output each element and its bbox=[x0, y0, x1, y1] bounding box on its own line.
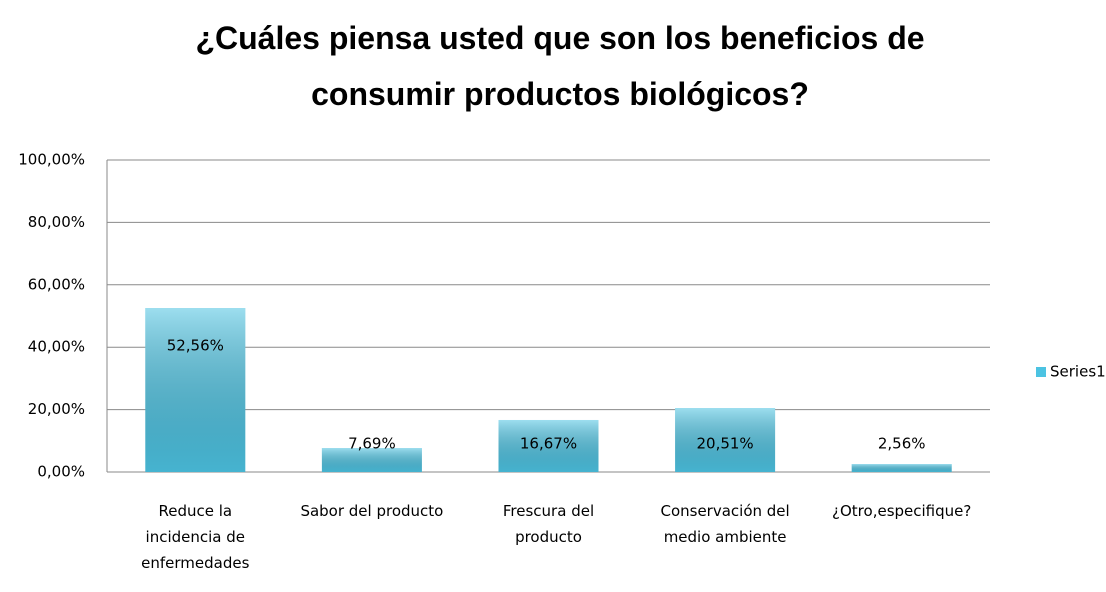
chart-title: ¿Cuáles piensa usted que son los benefic… bbox=[195, 20, 925, 112]
y-tick-label: 0,00% bbox=[37, 463, 85, 481]
data-label: 2,56% bbox=[878, 435, 926, 453]
x-tick-label: Frescura del producto bbox=[502, 502, 595, 546]
x-tick-label: Sabor del producto bbox=[300, 502, 444, 520]
data-label: 7,69% bbox=[348, 435, 396, 453]
bar-shine bbox=[145, 308, 246, 472]
y-tick-label: 80,00% bbox=[28, 213, 85, 231]
bar-shine bbox=[675, 408, 776, 472]
legend-swatch bbox=[1036, 367, 1046, 377]
bar-shine bbox=[498, 419, 599, 472]
y-tick-label: 40,00% bbox=[28, 338, 85, 356]
legend-label: Series1 bbox=[1050, 363, 1106, 381]
y-tick-label: 100,00% bbox=[18, 151, 85, 169]
data-label: 16,67% bbox=[520, 435, 577, 453]
y-tick-label: 60,00% bbox=[28, 275, 85, 293]
bar-shine bbox=[851, 464, 952, 472]
data-label: 20,51% bbox=[696, 435, 753, 453]
x-tick-label: Reduce la incidencia de enfermedades bbox=[141, 502, 250, 572]
bar-shine bbox=[321, 448, 422, 472]
x-tick-label: ¿Otro,especifique? bbox=[832, 502, 972, 520]
y-tick-label: 20,00% bbox=[28, 400, 85, 418]
data-label: 52,56% bbox=[167, 337, 224, 355]
x-tick-label: Conservación del medio ambiente bbox=[660, 502, 790, 546]
